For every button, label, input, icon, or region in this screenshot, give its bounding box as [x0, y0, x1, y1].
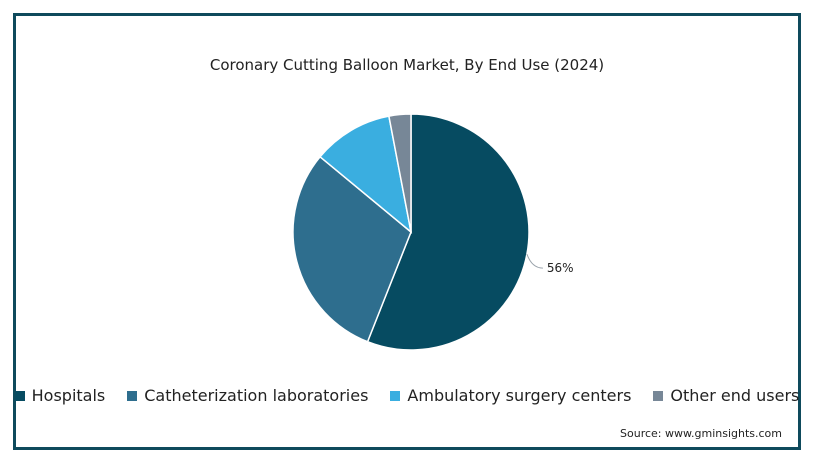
legend-label: Other end users [670, 386, 800, 405]
data-label-leader [526, 253, 543, 269]
legend-label: Catheterization laboratories [144, 386, 369, 405]
chart-frame: Coronary Cutting Balloon Market, By End … [13, 13, 801, 450]
pie-slice-catheterization-laboratories [292, 155, 412, 343]
chart-legend: Hospitals Catheterization laboratories Amb… [14, 386, 799, 405]
legend-label: Hospitals [31, 386, 106, 405]
pie-slice-ambulatory-surgery-centers [319, 115, 413, 234]
legend-item: Catheterization laboratories [127, 386, 368, 405]
legend-label: Ambulatory surgery centers [407, 386, 632, 405]
pie-slice-hospitals [366, 113, 530, 351]
chart-title: Coronary Cutting Balloon Market, By End … [209, 56, 605, 74]
legend-swatch [14, 390, 25, 401]
data-label: 56% [547, 261, 574, 275]
legend-swatch [390, 390, 401, 401]
legend-swatch [653, 390, 664, 401]
pie-slice-other-end-users [388, 113, 412, 233]
source-note: Source: www.gminsights.com [620, 427, 782, 440]
legend-item: Hospitals [14, 386, 106, 405]
legend-swatch [127, 390, 138, 401]
legend-item: Other end users [653, 386, 799, 405]
legend-item: Ambulatory surgery centers [390, 386, 631, 405]
pie-chart: 56% [292, 113, 574, 351]
